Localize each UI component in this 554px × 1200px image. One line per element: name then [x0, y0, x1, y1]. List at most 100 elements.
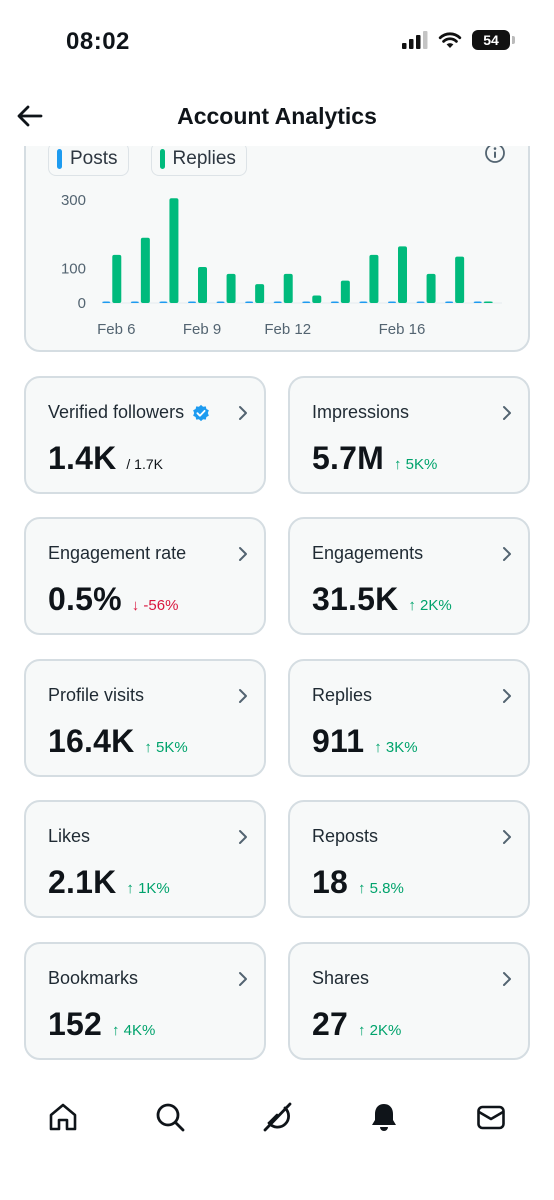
bar-posts-feb-14[interactable] [330, 301, 339, 304]
bar-replies-feb-10[interactable] [226, 273, 236, 303]
metric-card-replies[interactable]: Replies 911 ↑ 3K% [288, 659, 530, 777]
metric-change: ↑ 5.8% [358, 880, 404, 897]
bar-posts-feb-18[interactable] [445, 301, 454, 304]
metric-change: ↑ 4K% [112, 1022, 156, 1039]
bar-posts-feb-15[interactable] [359, 301, 368, 304]
bar-replies-feb-7[interactable] [140, 237, 150, 303]
metric-card-likes[interactable]: Likes 2.1K ↑ 1K% [24, 800, 266, 918]
metric-label-text: Bookmarks [48, 968, 139, 988]
metric-change: ↑ 1K% [126, 880, 170, 897]
bar-replies-feb-6[interactable] [112, 254, 122, 303]
bar-replies-feb-19[interactable] [483, 301, 493, 304]
metric-label-text: Impressions [312, 402, 410, 422]
nav-home[interactable] [35, 1089, 91, 1145]
bar-posts-feb-8[interactable] [159, 301, 168, 304]
metric-change: ↑ 2K% [358, 1022, 402, 1039]
bar-replies-feb-14[interactable] [340, 280, 350, 303]
metric-value: 18 [312, 864, 348, 900]
chevron-right-icon [239, 972, 247, 986]
bar-posts-feb-6[interactable] [102, 301, 111, 304]
metric-label: Likes [48, 826, 90, 847]
metric-value-row: 0.5% ↓ -56% [48, 581, 178, 618]
legend-replies[interactable]: Replies [150, 142, 247, 176]
bar-replies-feb-18[interactable] [455, 256, 465, 303]
battery-level: 54 [483, 32, 499, 48]
chevron-right-icon [239, 547, 247, 561]
metric-label-text: Shares [312, 968, 370, 988]
nav-grok[interactable] [249, 1089, 305, 1145]
metric-card-engagements[interactable]: Engagements 31.5K ↑ 2K% [288, 517, 530, 635]
bar-replies-feb-13[interactable] [312, 295, 322, 303]
nav-search[interactable] [142, 1089, 198, 1145]
back-button[interactable] [12, 98, 48, 134]
engagement-chart: 300 100 0 Feb 6 Feb 9 Feb 12 Feb 16 [61, 192, 502, 338]
bar-posts-feb-7[interactable] [130, 301, 139, 304]
nav-messages[interactable] [463, 1089, 519, 1145]
metric-value: 27 [312, 1006, 348, 1042]
bottom-nav [0, 1082, 554, 1152]
metric-card-reposts[interactable]: Reposts 18 ↑ 5.8% [288, 800, 530, 918]
bar-replies-feb-9[interactable] [198, 266, 207, 303]
metric-label-text: Reposts [312, 826, 379, 846]
bar-replies-feb-16[interactable] [398, 246, 407, 303]
mail-icon [476, 1105, 505, 1130]
chevron-right-icon [503, 689, 511, 703]
x-tick-label: Feb 12 [264, 321, 311, 338]
x-tick-label: Feb 16 [379, 321, 426, 338]
bar-replies-feb-11[interactable] [255, 284, 265, 303]
metric-card-verified-followers[interactable]: Verified followers 1.4K / 1.7K [24, 376, 266, 494]
legend-posts[interactable]: Posts [48, 142, 129, 176]
y-tick-label: 0 [78, 295, 86, 312]
bar-posts-feb-19[interactable] [473, 301, 482, 304]
metric-label-text: Verified followers [48, 402, 185, 422]
nav-notifications[interactable] [356, 1089, 412, 1145]
metric-value: 1.4K [48, 440, 117, 476]
metric-value-row: 152 ↑ 4K% [48, 1006, 155, 1043]
metric-card-bookmarks[interactable]: Bookmarks 152 ↑ 4K% [24, 942, 266, 1060]
y-tick-label: 300 [61, 192, 86, 209]
chevron-right-icon [239, 830, 247, 844]
metric-label: Reposts [312, 826, 378, 847]
metric-value: 31.5K [312, 581, 399, 617]
metric-card-shares[interactable]: Shares 27 ↑ 2K% [288, 942, 530, 1060]
metric-card-impressions[interactable]: Impressions 5.7M ↑ 5K% [288, 376, 530, 494]
search-icon [156, 1103, 185, 1132]
metric-label: Engagements [312, 543, 423, 564]
metric-label: Impressions [312, 402, 409, 423]
bar-posts-feb-16[interactable] [388, 301, 396, 304]
bar-replies-feb-17[interactable] [426, 273, 436, 303]
metric-value: 2.1K [48, 864, 117, 900]
bar-posts-feb-10[interactable] [216, 301, 225, 304]
grok-icon [263, 1102, 292, 1132]
bar-posts-feb-12[interactable] [273, 301, 282, 304]
x-tick-label: Feb 9 [183, 321, 221, 338]
bar-replies-feb-12[interactable] [283, 273, 293, 303]
metric-total: / 1.7K [126, 456, 163, 472]
bar-posts-feb-13[interactable] [302, 301, 311, 304]
metric-label-text: Likes [48, 826, 91, 846]
chart-card: 300 100 0 Feb 6 Feb 9 Feb 12 Feb 16 Posts Repl… [24, 120, 530, 352]
page-title: Account Analytics [177, 102, 377, 129]
status-time: 08:02 [66, 28, 130, 55]
legend-swatch-posts [57, 149, 62, 169]
bar-posts-feb-11[interactable] [245, 301, 254, 304]
metric-label: Verified followers [48, 402, 210, 423]
legend-label-replies: Replies [172, 148, 236, 169]
bar-posts-feb-17[interactable] [416, 301, 425, 304]
chevron-right-icon [503, 972, 511, 986]
bar-replies-feb-15[interactable] [369, 254, 379, 303]
bar-posts-feb-9[interactable] [188, 301, 196, 304]
metric-label: Replies [312, 685, 372, 706]
signal-icon [402, 31, 428, 49]
metric-card-engagement-rate[interactable]: Engagement rate 0.5% ↓ -56% [24, 517, 266, 635]
metric-card-profile-visits[interactable]: Profile visits 16.4K ↑ 5K% [24, 659, 266, 777]
legend-swatch-replies [159, 149, 165, 169]
battery-icon: 54 [472, 30, 515, 50]
header: Account Analytics [0, 86, 554, 146]
metric-value-row: 18 ↑ 5.8% [312, 864, 404, 901]
metric-change: ↑ 5K% [144, 739, 188, 756]
bar-replies-feb-8[interactable] [169, 198, 179, 303]
chevron-right-icon [239, 689, 247, 703]
verified-badge-icon [193, 404, 209, 421]
metric-value-row: 31.5K ↑ 2K% [312, 581, 452, 618]
